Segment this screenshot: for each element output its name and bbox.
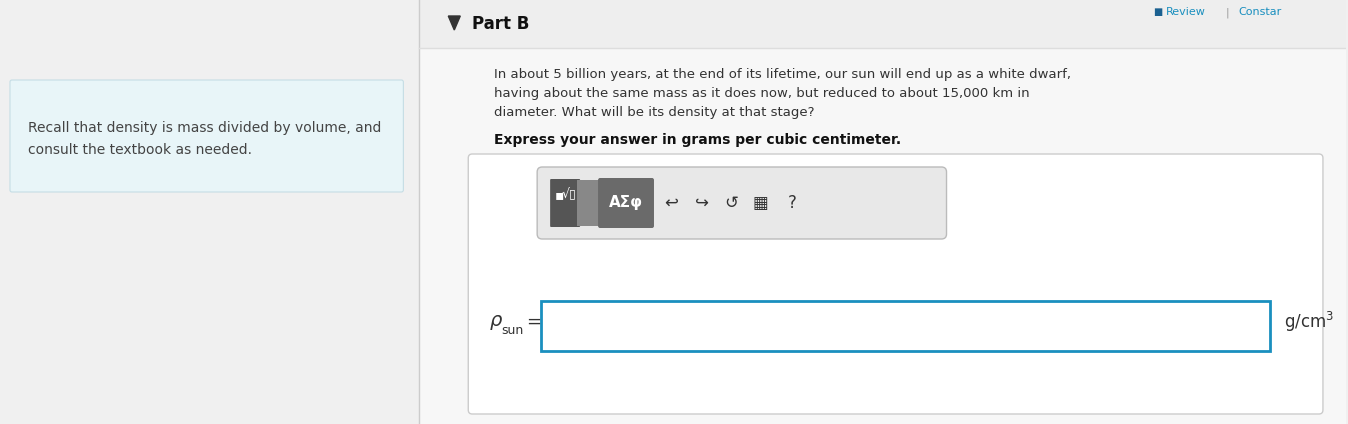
Text: ↪: ↪ — [696, 194, 709, 212]
Text: ↺: ↺ — [724, 194, 737, 212]
Text: diameter. What will be its density at that stage?: diameter. What will be its density at th… — [495, 106, 814, 119]
FancyBboxPatch shape — [419, 0, 1345, 48]
Text: Constar: Constar — [1237, 7, 1282, 17]
Text: $\rho$: $\rho$ — [489, 312, 503, 332]
Text: Express your answer in grams per cubic centimeter.: Express your answer in grams per cubic c… — [495, 133, 902, 147]
Text: Recall that density is mass divided by volume, and: Recall that density is mass divided by v… — [28, 121, 381, 135]
Text: ↩: ↩ — [665, 194, 678, 212]
Text: sun: sun — [501, 324, 523, 337]
Text: Review: Review — [1166, 7, 1206, 17]
FancyBboxPatch shape — [541, 301, 1270, 351]
Text: ▦: ▦ — [754, 194, 768, 212]
FancyBboxPatch shape — [577, 180, 599, 226]
Text: consult the textbook as needed.: consult the textbook as needed. — [28, 143, 252, 157]
Text: ?: ? — [787, 194, 797, 212]
Text: ▪: ▪ — [555, 188, 565, 202]
FancyBboxPatch shape — [599, 178, 654, 228]
Text: AΣφ: AΣφ — [609, 195, 643, 210]
Text: g/cm$^{3}$: g/cm$^{3}$ — [1285, 310, 1335, 334]
FancyBboxPatch shape — [419, 0, 1345, 424]
Polygon shape — [449, 16, 460, 30]
Text: In about 5 billion years, at the end of its lifetime, our sun will end up as a w: In about 5 billion years, at the end of … — [495, 68, 1072, 81]
Text: Part B: Part B — [472, 15, 530, 33]
FancyBboxPatch shape — [550, 179, 580, 227]
Text: having about the same mass as it does now, but reduced to about 15,000 km in: having about the same mass as it does no… — [495, 87, 1030, 100]
FancyBboxPatch shape — [468, 154, 1322, 414]
Text: ■: ■ — [1153, 7, 1162, 17]
Text: =: = — [526, 313, 541, 331]
Text: √▯: √▯ — [562, 189, 577, 201]
FancyBboxPatch shape — [537, 167, 946, 239]
Text: |: | — [1227, 7, 1229, 17]
FancyBboxPatch shape — [9, 80, 403, 192]
